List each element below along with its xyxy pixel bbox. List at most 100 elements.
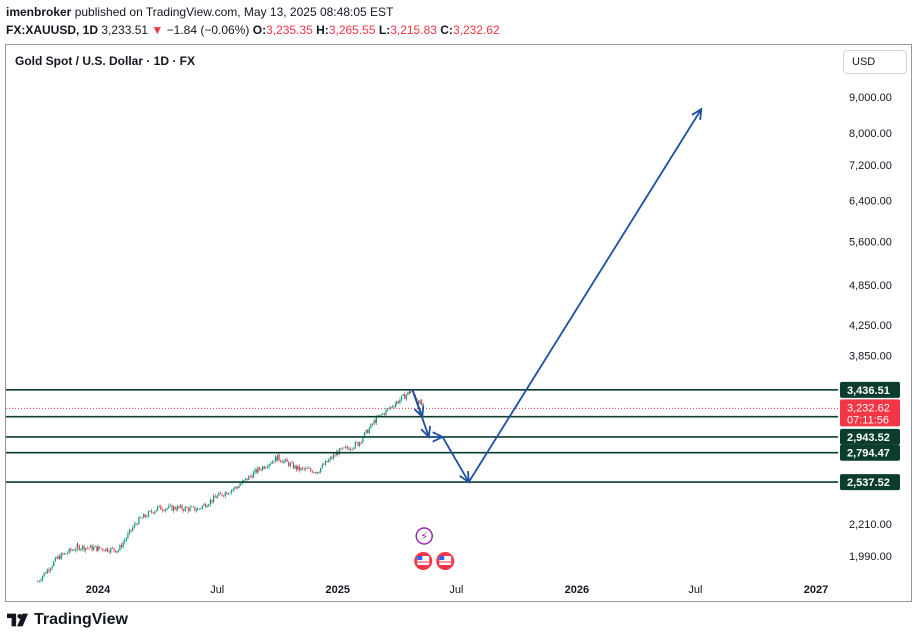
- candle-body: [421, 400, 423, 406]
- candle-body: [192, 506, 194, 508]
- candle-body: [226, 492, 228, 495]
- lightning-icon: ⚡: [420, 530, 428, 543]
- candle-body: [161, 509, 164, 511]
- candle-body: [341, 447, 344, 450]
- candle-body: [256, 469, 258, 473]
- candle-body: [158, 505, 160, 507]
- candle-body: [174, 506, 176, 510]
- candle-body: [393, 406, 395, 408]
- candle-body: [326, 461, 328, 463]
- projection-arrow-segment: [441, 436, 470, 483]
- publish-info: imenbroker published on TradingView.com,…: [6, 5, 393, 19]
- level-price-label: 3,436.51: [847, 385, 890, 397]
- candle-body: [136, 523, 138, 525]
- candle-body: [274, 456, 277, 463]
- candle-body: [280, 460, 282, 462]
- candle-body: [396, 401, 398, 404]
- candle-body: [316, 472, 319, 474]
- candle-body: [354, 442, 356, 448]
- candle-body: [117, 550, 119, 552]
- y-axis-tick-label: 7,200.00: [849, 160, 892, 172]
- candle-body: [271, 461, 273, 464]
- candle-body: [166, 508, 168, 509]
- y-axis-tick-label: 8,000.00: [849, 128, 892, 140]
- candle-body: [169, 505, 172, 506]
- candle-body: [196, 508, 199, 511]
- candle-body: [405, 394, 407, 399]
- candle-body: [53, 561, 55, 567]
- candle-body: [223, 495, 225, 497]
- candle-body: [375, 420, 377, 423]
- candle-body: [208, 504, 210, 507]
- x-axis-tick-label: Jul: [688, 584, 702, 596]
- candle-body: [400, 395, 403, 400]
- candle-body: [379, 414, 381, 417]
- candle-body: [60, 553, 62, 560]
- candle-body: [375, 416, 378, 423]
- currency-button[interactable]: USD: [843, 50, 907, 74]
- x-axis-tick-label: 2025: [326, 584, 350, 596]
- candle-body: [178, 506, 180, 508]
- candle-body: [67, 552, 69, 554]
- candle-body: [94, 546, 96, 548]
- candle-body: [227, 493, 230, 495]
- candle-body: [149, 510, 151, 512]
- candle-body: [209, 499, 211, 505]
- candle-body: [310, 468, 312, 471]
- candle-body: [300, 467, 302, 471]
- candle-body: [320, 468, 322, 473]
- candle-body: [147, 511, 150, 517]
- candle-body: [130, 529, 132, 531]
- low-value: 3,215.83: [390, 23, 437, 37]
- symbol-label: FX:XAUUSD, 1D: [6, 23, 99, 37]
- candle-body: [224, 492, 226, 497]
- candle-body: [229, 492, 231, 494]
- countdown-label: 07:11:56: [847, 414, 889, 426]
- candle-body: [318, 472, 320, 474]
- candle-body: [324, 461, 327, 466]
- candle-body: [89, 545, 92, 548]
- candle-body: [133, 524, 135, 528]
- candle-body: [329, 457, 331, 460]
- candle-body: [73, 550, 75, 551]
- level-price-label-bg: [840, 381, 900, 398]
- candle-body: [141, 517, 143, 519]
- candle-body: [115, 550, 117, 553]
- arrow-head-icon: [691, 107, 703, 121]
- candle-body: [155, 509, 158, 512]
- candle-body: [171, 505, 173, 511]
- high-value: 3,265.55: [328, 23, 376, 37]
- candle-body: [194, 506, 196, 511]
- publisher-name[interactable]: imenbroker: [6, 5, 72, 19]
- candle-body: [323, 464, 325, 466]
- candle-body: [283, 460, 285, 463]
- candle-body: [257, 467, 259, 473]
- candle-body: [305, 468, 307, 470]
- candle-body: [382, 413, 384, 415]
- candle-body: [234, 486, 236, 489]
- level-price-label-bg: [840, 474, 900, 491]
- candle-body: [390, 406, 392, 409]
- candle-body: [249, 475, 251, 477]
- open-value: 3,235.35: [266, 23, 313, 37]
- candle-body: [231, 489, 233, 493]
- candle-body: [38, 581, 40, 582]
- x-axis-tick-label: 2027: [804, 584, 828, 596]
- candle-body: [388, 408, 390, 409]
- candle-body: [306, 468, 309, 469]
- candle-body: [56, 557, 58, 559]
- level-price-label-bg: [840, 428, 900, 445]
- tradingview-logo[interactable]: TradingView: [7, 611, 128, 629]
- projection-arrow-segment: [468, 108, 703, 483]
- close-label: C:: [440, 23, 453, 37]
- candle-body: [343, 447, 345, 449]
- candle-body: [51, 566, 53, 569]
- level-price-label: 2,794.47: [847, 448, 890, 460]
- candle-body: [77, 544, 79, 546]
- candle-body: [88, 547, 90, 549]
- candle-body: [297, 466, 299, 470]
- candle-body: [124, 540, 126, 543]
- candle-body: [251, 476, 253, 478]
- candle-body: [70, 548, 72, 551]
